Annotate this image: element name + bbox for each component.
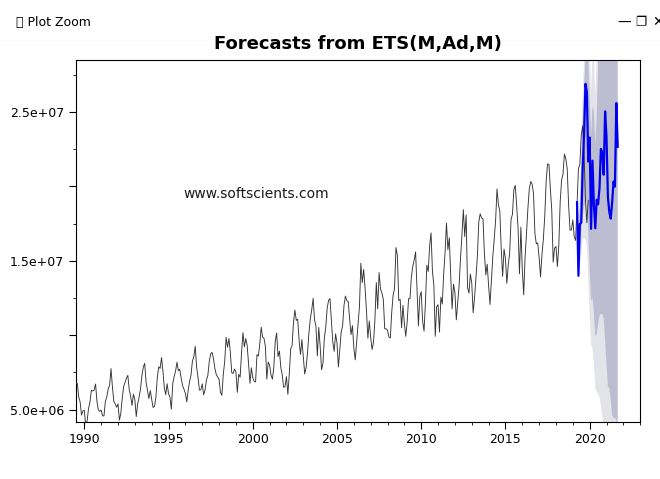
Text: www.softscients.com: www.softscients.com	[183, 187, 329, 201]
Title: Forecasts from ETS(M,Ad,M): Forecasts from ETS(M,Ad,M)	[214, 35, 502, 53]
Text: 🗗 Plot Zoom: 🗗 Plot Zoom	[16, 16, 91, 29]
Text: ✕: ✕	[652, 15, 660, 29]
Text: ❐: ❐	[636, 16, 647, 29]
Text: —: —	[617, 15, 631, 29]
